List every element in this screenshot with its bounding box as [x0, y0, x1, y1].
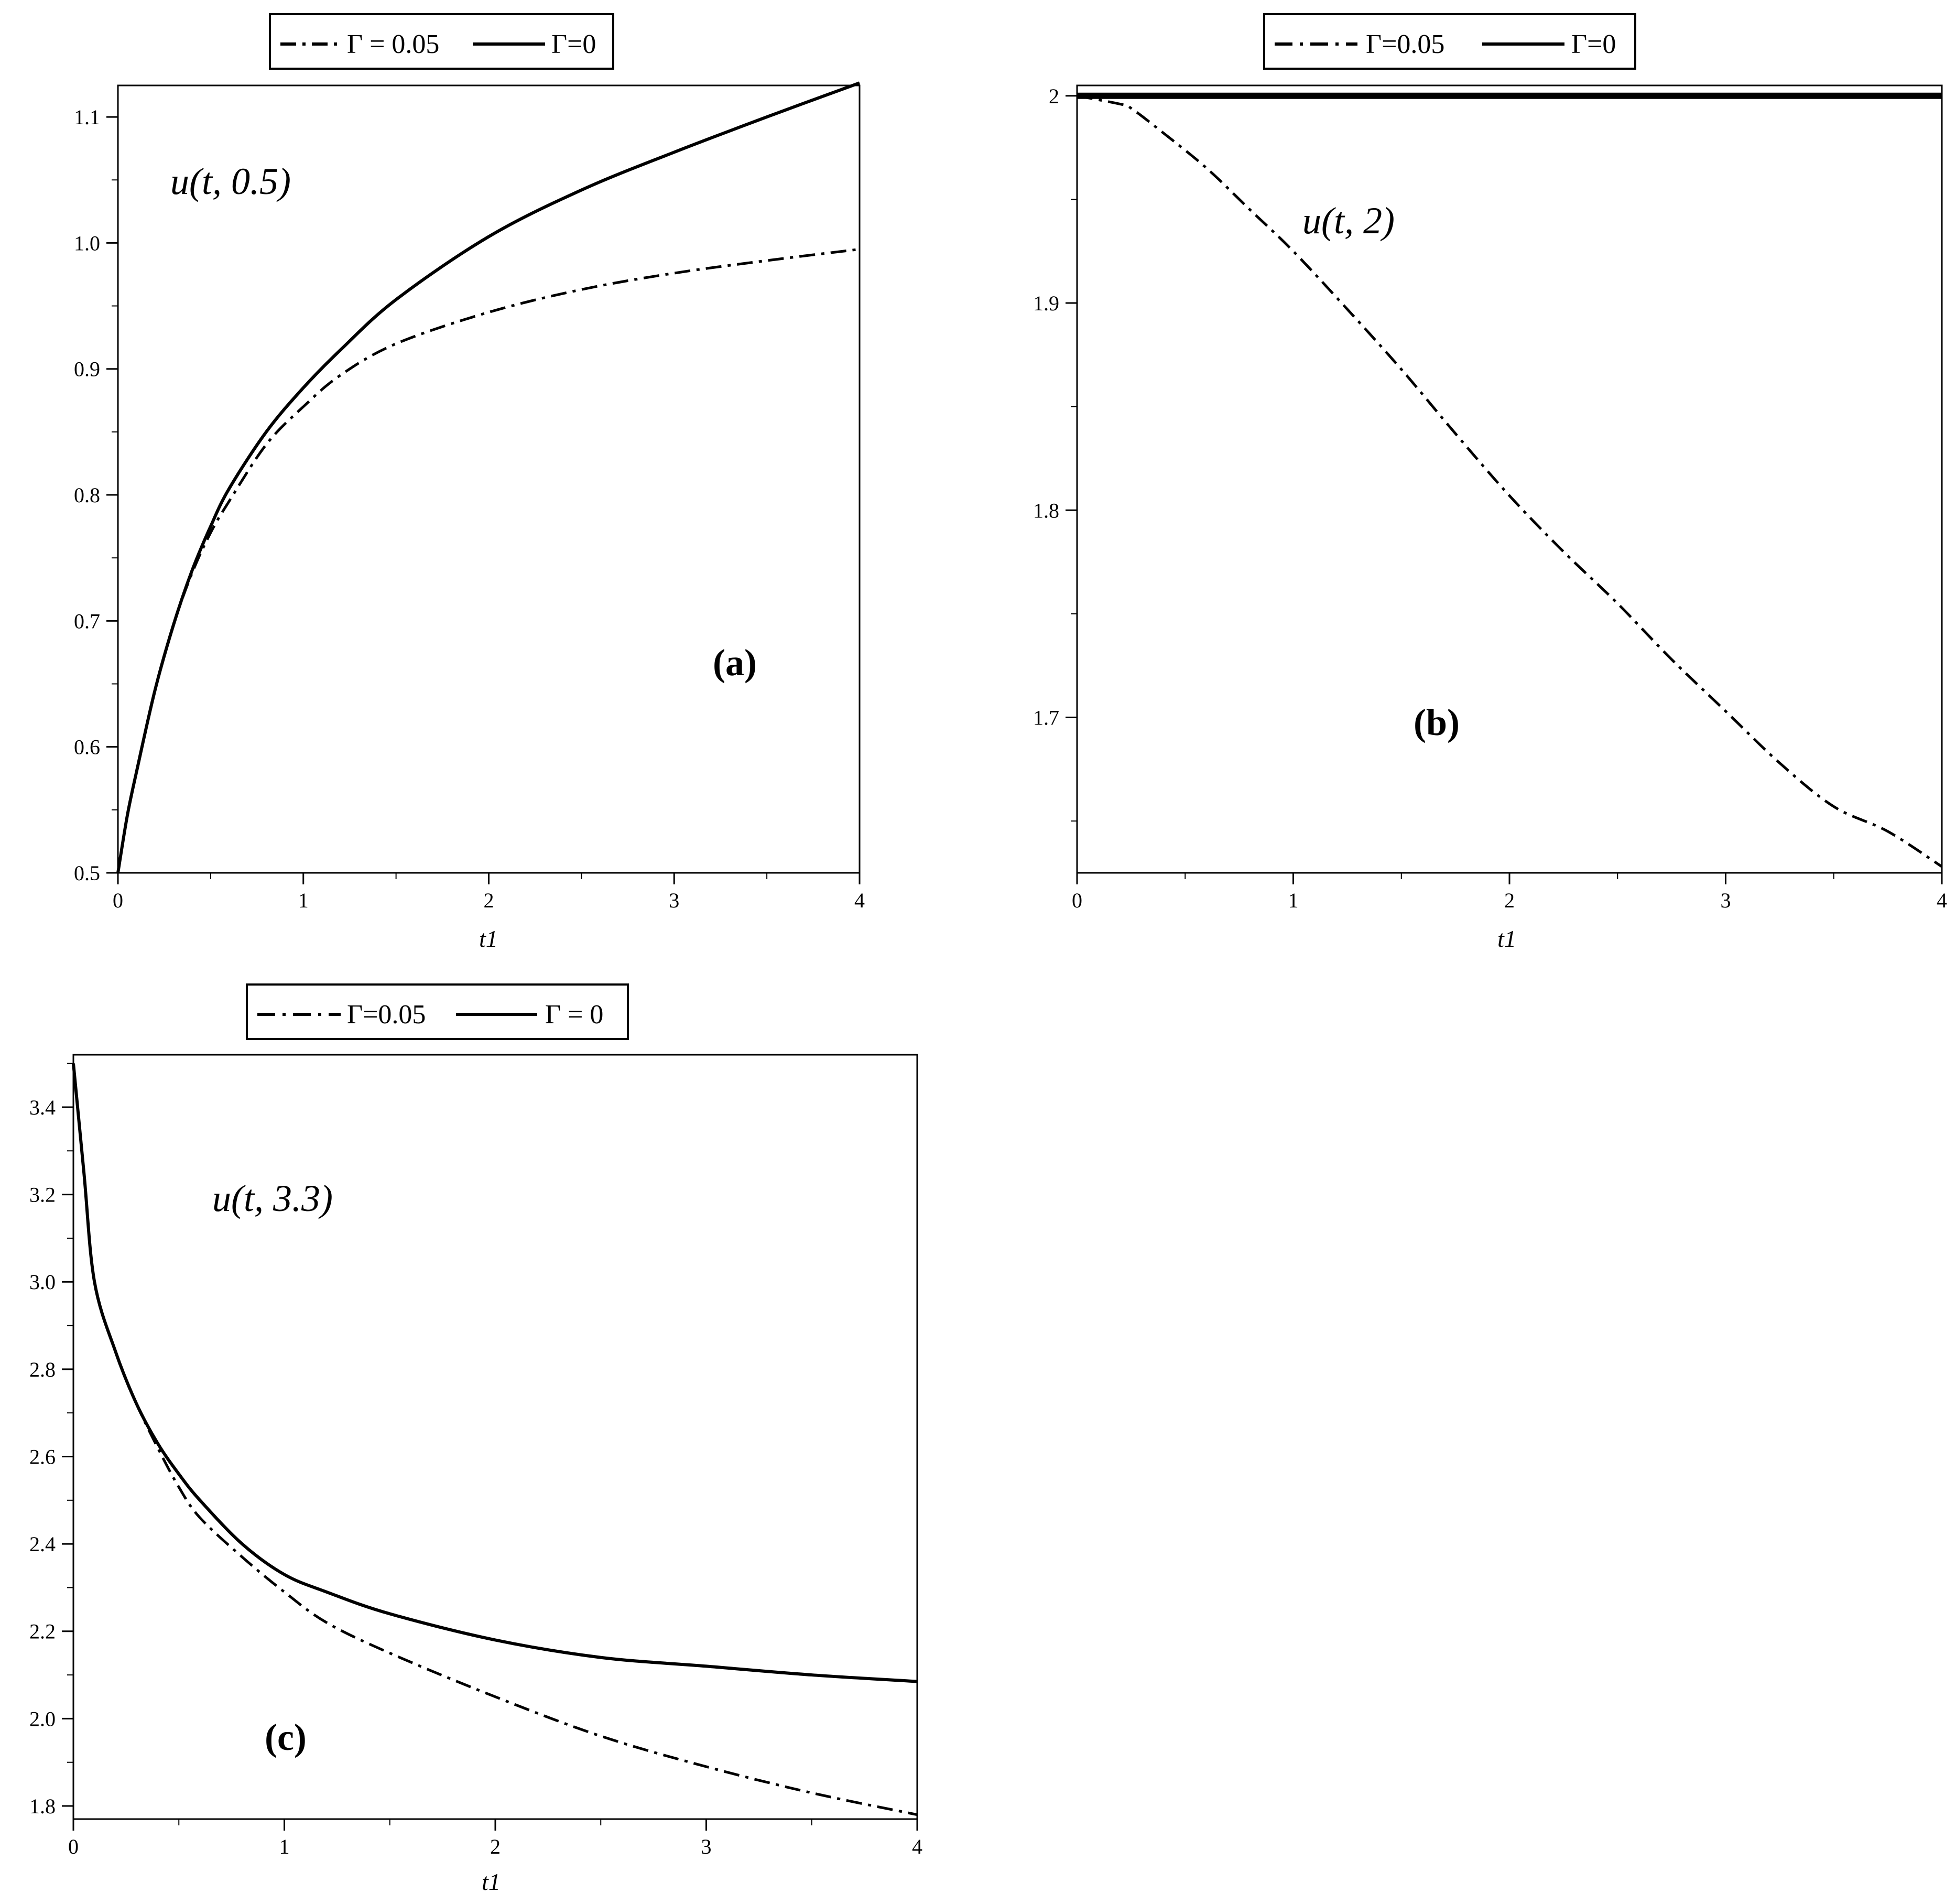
panel-c: Γ=0.05 Γ = 0 0 1 2 3 4 1.8 2.0 2.2 2.4 2.6 2.8 3.0 3…: [29, 983, 922, 1895]
y-tick-label: 2.8: [29, 1358, 56, 1381]
x-tick-label: 4: [912, 1835, 922, 1858]
legend-box: [269, 13, 614, 70]
y-tick-label: 3.0: [29, 1270, 56, 1294]
y-tick-label: 1.7: [1033, 706, 1059, 730]
legend-a: Γ = 0.05 Γ=0: [269, 13, 614, 70]
legend-entry-series-1: Γ = 0.05: [347, 29, 439, 59]
legend-entry-series-2: Γ=0: [1571, 29, 1616, 59]
legend-b: Γ=0.05 Γ=0: [1263, 13, 1636, 70]
plot-area-a: 0 1 2 3 4 0.5 0.6 0.7 0.8 0.9 1.0 1.1: [74, 81, 865, 912]
plot-area-c: 0 1 2 3 4 1.8 2.0 2.2 2.4 2.6 2.8 3.0 3.2 3.4: [29, 1054, 922, 1858]
x-tick-label: 0: [68, 1835, 79, 1858]
series-line-solid: [72, 1063, 918, 1683]
x-tick-label: 4: [854, 889, 865, 912]
y-tick-label: 3.2: [29, 1183, 56, 1207]
x-tick-label: 1: [279, 1835, 290, 1858]
legend-entry-series-2: Γ = 0: [545, 1000, 603, 1030]
x-tick-label: 0: [1072, 889, 1082, 912]
series-line-dashdot: [1077, 94, 1943, 868]
panel-label-c: (c): [265, 1716, 307, 1758]
x-axis-label: t1: [1497, 925, 1516, 952]
x-tick-label: 0: [113, 889, 123, 912]
series-line-solid: [116, 81, 861, 873]
x-axis-label: t1: [482, 1868, 501, 1895]
panel-b: Γ=0.05 Γ=0 0 1 2 3 4 1.7 1.8 1.9 2 u(t, 2) (b) t…: [1033, 13, 1947, 952]
annotation-u-t-2: u(t, 2): [1302, 200, 1395, 242]
panel-label-a: (a): [713, 642, 757, 684]
series-line-dashdot: [116, 247, 860, 873]
y-tick-label: 1.9: [1033, 291, 1059, 315]
plot-frame: [1076, 84, 1943, 874]
legend-box: [246, 983, 629, 1040]
x-tick-label: 1: [1288, 889, 1299, 912]
y-tick-label: 3.4: [29, 1096, 56, 1119]
y-tick-label: 0.7: [74, 609, 100, 633]
legend-entry-series-1: Γ=0.05: [347, 1000, 426, 1030]
y-tick-label: 0.6: [74, 735, 100, 759]
x-tick-label: 2: [484, 889, 494, 912]
x-tick-label: 3: [701, 1835, 712, 1858]
x-tick-label: 3: [669, 889, 679, 912]
y-tick-label: 1.1: [74, 105, 100, 129]
y-tick-label: 2.0: [29, 1707, 56, 1730]
y-tick-label: 1.0: [74, 231, 100, 255]
panel-a: Γ = 0.05 Γ=0 0 1 2 3 40.50.60.70.80.91.01.1 …: [74, 13, 865, 952]
y-tick-label: 1.8: [1033, 499, 1059, 522]
y-tick-label: 0.5: [74, 861, 100, 885]
y-tick-label: 1.8: [29, 1794, 56, 1818]
x-axis-label: t1: [479, 925, 498, 952]
y-tick-label: 2.4: [29, 1532, 56, 1556]
y-tick-label: 0.9: [74, 358, 100, 381]
legend-c: Γ=0.05 Γ = 0: [246, 983, 629, 1040]
legend-entry-series-2: Γ=0: [551, 29, 596, 59]
y-tick-label: 2.2: [29, 1620, 56, 1643]
legend-box: [1263, 13, 1636, 70]
x-tick-label: 2: [490, 1835, 501, 1858]
plot-area-b: 0 1 2 3 4 1.7 1.8 1.9 2: [1033, 84, 1947, 912]
y-tick-label: 2.6: [29, 1445, 56, 1468]
annotation-u-t-3.3: u(t, 3.3): [212, 1177, 333, 1219]
x-tick-label: 4: [1937, 889, 1947, 912]
annotation-u-t-0.5: u(t, 0.5): [170, 160, 291, 202]
plot-frame: [72, 1054, 918, 1820]
panel-label-b: (b): [1414, 701, 1460, 743]
x-tick-label: 1: [298, 889, 309, 912]
x-tick-label: 3: [1721, 889, 1731, 912]
legend-entry-series-1: Γ=0.05: [1366, 29, 1444, 59]
plot-frame: [117, 84, 861, 874]
y-tick-label: 0.8: [74, 483, 100, 507]
series-line-dashdot: [72, 1063, 918, 1816]
x-tick-label: 2: [1504, 889, 1515, 912]
y-tick-label: 2: [1049, 84, 1059, 108]
